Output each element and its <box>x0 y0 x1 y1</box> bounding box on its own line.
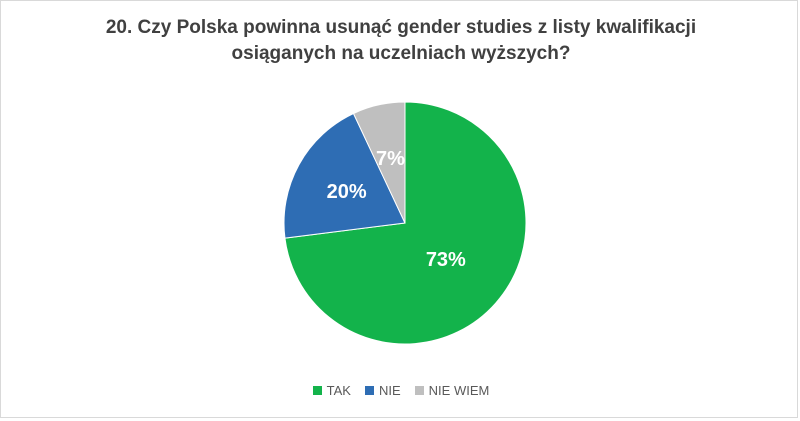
legend-item-nie-wiem: NIE WIEM <box>414 383 490 398</box>
data-label-nie-wiem: 7% <box>376 148 405 170</box>
legend-swatch-nie-wiem <box>414 386 424 395</box>
legend: TAK NIE NIE WIEM <box>1 383 800 398</box>
chart-title-line-1: 20. Czy Polska powinna usunąć gender stu… <box>105 17 697 38</box>
pie-slice-nie <box>283 112 406 239</box>
data-label-nie: 20% <box>327 181 367 203</box>
legend-label-nie: NIE <box>378 383 401 398</box>
legend-swatch-tak <box>312 386 322 395</box>
legend-swatch-nie <box>364 386 374 395</box>
chart-title: 20. Czy Polska powinna usunąć gender stu… <box>1 15 800 67</box>
legend-label-nie-wiem: NIE WIEM <box>428 383 490 398</box>
chart-title-line-2: osiąganych na uczelniach wyższych? <box>231 43 571 64</box>
pie-slice-nie-wiem <box>352 101 406 224</box>
legend-label-tak: TAK <box>326 383 351 398</box>
data-label-tak: 73% <box>426 249 466 271</box>
legend-item-tak: TAK <box>312 383 351 398</box>
legend-item-nie: NIE <box>364 383 401 398</box>
